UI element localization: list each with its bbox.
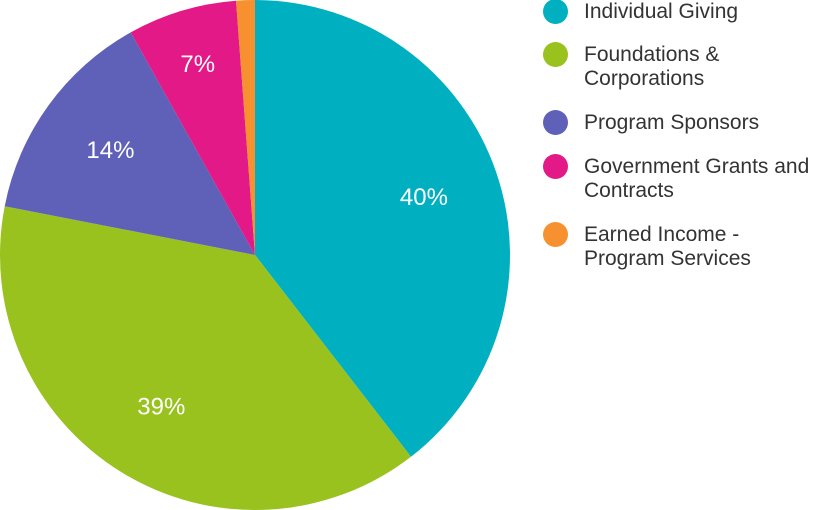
- legend-label-government-grants: Government Grants and Contracts: [584, 155, 810, 202]
- pie-slice-government-grants-and-contracts[interactable]: [130, 0, 255, 255]
- pie-slice-program-sponsors[interactable]: [4, 32, 256, 255]
- data-label-program-sponsors: 14%: [86, 137, 134, 164]
- legend-item-earned-income[interactable]: Earned Income - Program Services: [543, 222, 814, 271]
- legend-swatch-program-sponsors: [543, 110, 568, 135]
- legend-swatch-individual-giving: [543, 0, 568, 24]
- legend-swatch-earned-income: [543, 222, 568, 247]
- legend-item-foundations-corporations[interactable]: Foundations & Corporations: [543, 42, 814, 91]
- legend-label-foundations-corporations: Foundations & Corporations: [584, 43, 720, 90]
- pie-data-labels: 40% 39% 14% 7%: [86, 51, 448, 420]
- legend-label-earned-income: Earned Income - Program Services: [584, 223, 751, 270]
- legend-label-individual-giving: Individual Giving: [584, 0, 739, 23]
- pie-slice-individual-giving[interactable]: [255, 0, 510, 457]
- legend-swatch-foundations-corporations: [543, 42, 568, 67]
- pie-slices: [0, 0, 510, 510]
- legend-label-program-sponsors: Program Sponsors: [584, 111, 760, 134]
- legend-swatch-government-grants: [543, 154, 568, 179]
- data-label-foundations-corporations: 39%: [137, 393, 185, 420]
- legend-item-individual-giving[interactable]: Individual Giving: [543, 0, 814, 24]
- data-label-government-grants-and-contracts: 7%: [180, 51, 215, 78]
- pie-slice-foundations-corporations[interactable]: [0, 206, 411, 510]
- pie-slice-earned-income-program-services[interactable]: [236, 0, 255, 255]
- legend-item-program-sponsors[interactable]: Program Sponsors: [543, 110, 814, 135]
- data-label-individual-giving: 40%: [400, 184, 448, 211]
- legend-item-government-grants[interactable]: Government Grants and Contracts: [543, 154, 814, 203]
